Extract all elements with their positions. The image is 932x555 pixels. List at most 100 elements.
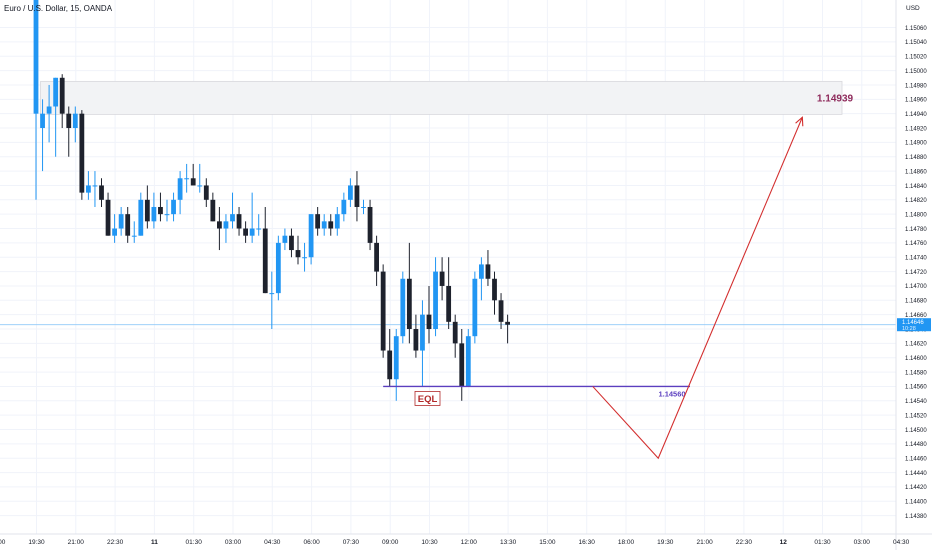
candle-body [420, 314, 425, 351]
y-tick-label: 1.14960 [905, 98, 927, 104]
candle-body [262, 228, 268, 294]
last-price-countdown: 10:28 [902, 326, 916, 332]
candle [112, 214, 117, 243]
price-axis-bg [896, 0, 932, 550]
y-tick-label: 1.14700 [905, 284, 927, 290]
time-axis[interactable]: 18:00 19:30 21:00 22:30 11 01:30 03:00 04:30 06:… [0, 533, 932, 546]
candle-body [387, 350, 393, 380]
candle [217, 206, 222, 251]
candle-body [465, 336, 471, 387]
candle [433, 257, 438, 337]
candle [406, 242, 412, 344]
symbol-title: Euro / U.S. Dollar, 15, OANDA [4, 4, 113, 13]
candle-body [177, 178, 183, 200]
candle-body [289, 235, 294, 251]
candle-body [40, 113, 45, 129]
y-tick-label: 1.15040 [905, 40, 927, 46]
candle [302, 242, 307, 272]
candle-body [125, 214, 131, 236]
candle-body [426, 314, 432, 330]
candle-body [112, 228, 117, 236]
x-tick-label: 16:30 [579, 539, 596, 546]
y-tick-label: 1.14440 [905, 471, 927, 477]
candle-body [66, 113, 72, 129]
candle [367, 199, 373, 251]
x-tick-label: 12 [780, 539, 788, 546]
candle-body [459, 343, 465, 387]
candle [66, 106, 72, 157]
candle-body [223, 221, 229, 229]
candle-body [79, 113, 85, 193]
x-tick-label: 12:00 [461, 539, 478, 546]
y-tick-label: 1.14580 [905, 370, 927, 376]
candle [99, 178, 104, 207]
y-tick-label: 1.14660 [905, 313, 927, 319]
eql-label-box [414, 391, 441, 406]
candle [485, 250, 491, 286]
candle [354, 171, 360, 222]
candle [439, 257, 445, 301]
x-tick-label: 01:30 [186, 539, 203, 546]
x-tick-label: 10:30 [421, 539, 438, 546]
candle-body [203, 185, 209, 200]
candle [59, 74, 65, 129]
candle-body [171, 199, 176, 215]
last-price-tag-bg [897, 318, 931, 332]
y-tick-label: 1.14860 [905, 169, 927, 175]
candle [46, 84, 52, 143]
y-tick-label: 1.15020 [905, 55, 927, 61]
candle-body [190, 178, 196, 186]
candle [341, 192, 347, 222]
candle-body [485, 264, 491, 279]
candle-body [413, 329, 419, 351]
candle [479, 257, 484, 301]
candle [498, 293, 504, 330]
candle [190, 163, 196, 186]
candle-body [164, 214, 170, 216]
candle [40, 99, 45, 172]
candles [33, 0, 510, 401]
y-tick-label: 1.14600 [905, 356, 927, 362]
x-tick-label: 18:00 [618, 539, 635, 546]
candle-body [446, 285, 452, 322]
candle [472, 271, 478, 344]
candle [138, 192, 144, 236]
y-tick-label: 1.14620 [905, 342, 927, 348]
target-zone[interactable]: 1.14939 [40, 80, 854, 115]
candle [171, 192, 176, 222]
candle [315, 206, 321, 236]
candle [321, 214, 327, 236]
candle-body [492, 278, 497, 301]
y-tick-label: 1.14460 [905, 457, 927, 463]
candle [210, 192, 216, 222]
x-tick-label: 09:00 [382, 539, 399, 546]
x-tick-label: 21:00 [68, 539, 85, 546]
candle [400, 271, 406, 344]
y-tick-label: 1.14880 [905, 155, 927, 161]
x-tick-label: 04:30 [893, 539, 910, 546]
candle-body [144, 199, 150, 222]
y-tick-label: 1.14780 [905, 227, 927, 233]
price-axis[interactable]: USD 1.15060 1.15040 1.15020 1.15000 1.14980 1.… [895, 0, 932, 550]
y-tick-label: 1.14740 [905, 256, 927, 262]
candle-body [118, 214, 124, 229]
candle [177, 171, 183, 215]
x-tick-label: 03:00 [854, 539, 871, 546]
y-tick-label: 1.14920 [905, 126, 927, 132]
drawings[interactable]: EQL 1.14560 [383, 116, 804, 460]
candle [118, 206, 124, 236]
candle-body [269, 293, 275, 295]
x-tick-label: 15:00 [539, 539, 556, 546]
y-tick-label: 1.14900 [905, 141, 927, 147]
candle-body [321, 221, 327, 229]
candle-body [505, 321, 510, 325]
candle [262, 206, 268, 294]
candle [125, 206, 131, 243]
candle [289, 228, 294, 258]
candle [446, 257, 452, 330]
candle [361, 199, 366, 215]
y-tick-label: 1.15000 [905, 69, 927, 75]
candle [249, 192, 255, 243]
